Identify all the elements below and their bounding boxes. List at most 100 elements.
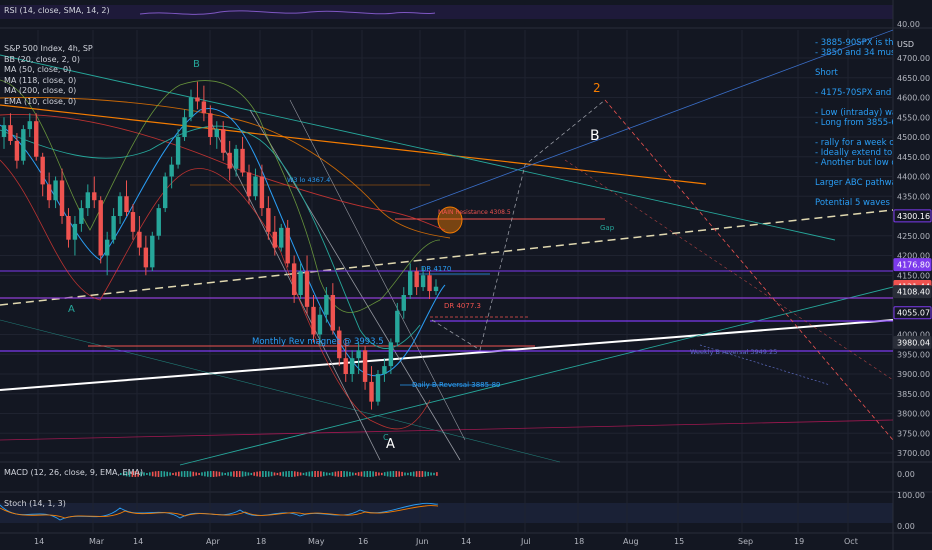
chart-annotation[interactable]: W3 lo 4367.4 — [287, 176, 330, 184]
candle-body[interactable] — [79, 208, 84, 224]
candle-body[interactable] — [85, 192, 91, 209]
chart-annotation[interactable]: B — [590, 128, 600, 144]
candle-body[interactable] — [188, 97, 194, 118]
candle-body[interactable] — [72, 223, 78, 240]
candle-body[interactable] — [201, 101, 207, 114]
legend-bb[interactable]: BB (20, close, 2, 0) — [4, 54, 80, 64]
macd-label[interactable]: MACD (12, 26, close, 9, EMA, EMA) — [4, 468, 144, 477]
target-circle[interactable] — [437, 206, 463, 234]
long-term-trendline[interactable] — [0, 319, 894, 391]
ma200-line[interactable] — [0, 97, 451, 239]
candle-body[interactable] — [298, 271, 303, 295]
chart-annotation[interactable]: 2 — [593, 81, 601, 95]
price-axis[interactable]: 4700.00 4650.00 4600.00 4550.00 4500.00 4450.… — [893, 20, 932, 531]
candle-body[interactable] — [14, 140, 20, 161]
chart-annotation[interactable]: Daily B Reversal 3885-89 — [412, 381, 501, 389]
price-label-text[interactable]: 4176.80 — [897, 261, 930, 270]
candle-body[interactable] — [420, 275, 426, 288]
price-label-box[interactable] — [893, 209, 932, 223]
candle-body[interactable] — [8, 125, 13, 141]
candle-body[interactable] — [408, 271, 413, 295]
projection-down[interactable] — [604, 99, 894, 441]
candle-body[interactable] — [130, 212, 136, 232]
price-label-box[interactable] — [893, 285, 932, 299]
candle-body[interactable] — [195, 97, 200, 102]
candle-body[interactable] — [214, 129, 219, 137]
ma50-line[interactable] — [0, 125, 421, 349]
teal-trendline[interactable] — [0, 54, 836, 241]
candle-body[interactable] — [227, 152, 232, 169]
rsi-line[interactable] — [139, 10, 436, 15]
candle-body[interactable] — [337, 330, 342, 359]
candle-body[interactable] — [40, 156, 45, 185]
candle-body[interactable] — [259, 176, 265, 209]
price-label-text[interactable]: 4055.07 — [897, 309, 930, 318]
candle-body[interactable] — [156, 208, 161, 236]
candle-body[interactable] — [382, 366, 387, 374]
teal-support-line[interactable] — [179, 286, 894, 466]
magenta-line[interactable] — [0, 419, 894, 441]
legend-ma200[interactable]: MA (200, close, 0) — [4, 86, 77, 96]
candle-body[interactable] — [92, 192, 97, 201]
candle-body[interactable] — [143, 247, 149, 268]
blue-upper-line[interactable] — [409, 29, 894, 211]
candle-body[interactable] — [395, 310, 400, 343]
candle-body[interactable] — [291, 263, 297, 295]
price-label-text[interactable]: 4300.16 — [897, 212, 930, 221]
chart-annotation[interactable]: A — [386, 437, 395, 452]
chart-annotation[interactable]: A — [68, 304, 75, 315]
legend-ma50[interactable]: MA (50, close, 0) — [4, 65, 72, 75]
candle-body[interactable] — [221, 129, 226, 153]
dashed-trendline[interactable] — [0, 209, 894, 306]
candle-body[interactable] — [66, 216, 71, 240]
candle-body[interactable] — [388, 342, 394, 367]
candle-body[interactable] — [343, 358, 348, 374]
teal-lower-line[interactable] — [0, 319, 561, 463]
candle-body[interactable] — [34, 121, 39, 157]
candle-body[interactable] — [46, 184, 52, 201]
chart-annotation[interactable]: DR 4170 — [421, 265, 451, 273]
legend-ma118[interactable]: MA (118, close, 0) — [4, 75, 77, 85]
candle-body[interactable] — [369, 381, 374, 402]
candle-body[interactable] — [53, 180, 58, 201]
candle-body[interactable] — [59, 180, 65, 216]
candle-body[interactable] — [98, 200, 103, 256]
resistance-trendline[interactable] — [0, 104, 707, 185]
chart-annotation[interactable]: MAIN Resistance 4308.5 — [438, 209, 511, 216]
candle-body[interactable] — [279, 227, 284, 248]
candle-body[interactable] — [162, 176, 168, 209]
chart-annotation[interactable]: Weekly B reversal 3949.25 — [690, 348, 777, 356]
legend-title[interactable]: S&P 500 Index, 4h, SP — [4, 44, 93, 53]
candle-body[interactable] — [427, 275, 432, 292]
candle-body[interactable] — [240, 148, 245, 173]
ema10-line[interactable] — [0, 108, 446, 377]
chart-annotation[interactable]: Gap — [600, 224, 615, 232]
candle-body[interactable] — [233, 148, 239, 169]
candle-body[interactable] — [150, 235, 155, 268]
candle-body[interactable] — [1, 125, 7, 137]
candle-body[interactable] — [27, 121, 32, 130]
candle-body[interactable] — [21, 129, 26, 161]
candle-body[interactable] — [401, 295, 406, 311]
candle-body[interactable] — [182, 117, 187, 137]
bb-upper-line[interactable] — [0, 79, 441, 313]
ma118-line[interactable] — [0, 114, 446, 231]
candle-body[interactable] — [330, 295, 336, 331]
price-label-box[interactable] — [893, 258, 932, 272]
candle-body[interactable] — [104, 239, 110, 256]
candle-body[interactable] — [324, 295, 329, 315]
stoch-d-line[interactable] — [0, 505, 439, 519]
candle-body[interactable] — [375, 374, 381, 402]
projection-path[interactable] — [431, 99, 606, 351]
chart-annotation[interactable]: Monthly Rev magnet @ 3993.5 — [252, 337, 384, 347]
candle-body[interactable] — [414, 271, 419, 288]
candle-body[interactable] — [362, 350, 368, 382]
chart-annotation[interactable]: B — [193, 59, 200, 70]
candle-body[interactable] — [117, 196, 123, 216]
candle-body[interactable] — [285, 227, 290, 264]
candle-body[interactable] — [175, 137, 181, 165]
price-label-box[interactable] — [893, 335, 932, 349]
legend-ema10[interactable]: EMA (10, close, 0) — [4, 96, 77, 106]
candle-body[interactable] — [137, 231, 142, 248]
